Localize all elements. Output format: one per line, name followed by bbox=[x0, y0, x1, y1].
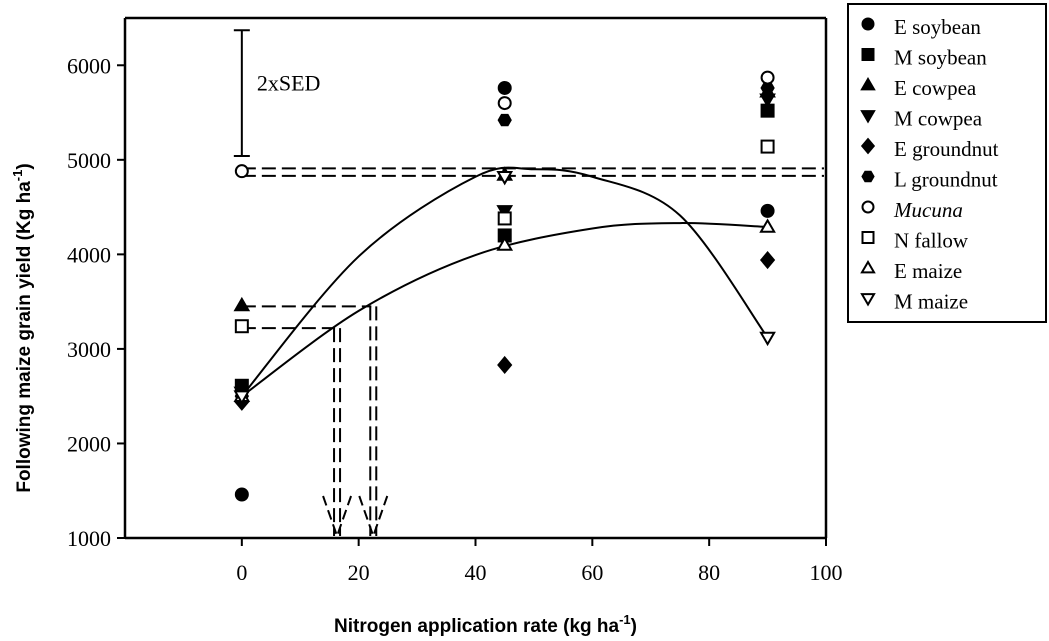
data-point bbox=[759, 93, 776, 108]
data-point bbox=[497, 96, 512, 111]
legend-label: E cowpea bbox=[894, 76, 977, 100]
x-axis: 0 20 40 60 80 100 bbox=[236, 538, 843, 585]
sed-error-bar: 2xSED bbox=[233, 29, 321, 158]
y-tick-label: 5000 bbox=[67, 148, 111, 173]
data-point bbox=[760, 203, 775, 218]
legend-label: E groundnut bbox=[894, 137, 999, 161]
data-point bbox=[234, 319, 249, 334]
data-points bbox=[233, 70, 776, 502]
data-point bbox=[497, 80, 512, 95]
data-point bbox=[759, 331, 776, 347]
legend-label: E soybean bbox=[894, 15, 981, 39]
legend-label: E maize bbox=[894, 259, 962, 283]
data-point bbox=[760, 70, 775, 85]
data-point bbox=[497, 355, 513, 375]
legend-marker bbox=[860, 110, 876, 124]
x-tick-label: 60 bbox=[581, 560, 603, 585]
x-tick-label: 40 bbox=[465, 560, 487, 585]
data-point bbox=[234, 487, 249, 502]
legend-label: N fallow bbox=[894, 229, 969, 253]
x-tick-label: 100 bbox=[810, 560, 843, 585]
data-point bbox=[759, 250, 776, 270]
legend-box bbox=[847, 3, 1047, 323]
legend-marker bbox=[860, 137, 876, 155]
x-tick-label: 80 bbox=[698, 560, 720, 585]
data-point bbox=[496, 236, 514, 251]
legend-marker bbox=[860, 76, 876, 91]
x-tick-label: 0 bbox=[236, 560, 247, 585]
data-point bbox=[233, 296, 251, 312]
y-tick-label: 6000 bbox=[67, 53, 111, 78]
x-tick-label: 20 bbox=[348, 560, 370, 585]
legend-marker bbox=[861, 170, 875, 183]
y-tick-label: 1000 bbox=[67, 526, 111, 551]
legend-marker bbox=[861, 231, 875, 244]
legend-label: M maize bbox=[894, 290, 968, 314]
legend-label: Mucuna bbox=[893, 198, 963, 222]
legend-label: L groundnut bbox=[894, 168, 998, 192]
data-point bbox=[497, 211, 512, 226]
y-axis: 1000 2000 3000 4000 5000 6000 bbox=[67, 53, 125, 551]
y-tick-label: 3000 bbox=[67, 337, 111, 362]
data-point bbox=[496, 171, 514, 186]
legend-marker bbox=[860, 293, 876, 307]
legend-label: M cowpea bbox=[894, 107, 983, 131]
y-axis-title: Following maize grain yield (Kg ha-1) bbox=[10, 163, 35, 492]
legend-label: M soybean bbox=[894, 46, 987, 70]
legend-marker bbox=[861, 48, 875, 61]
data-point bbox=[759, 218, 776, 233]
sed-label: 2xSED bbox=[257, 70, 321, 95]
data-point bbox=[760, 139, 775, 154]
y-tick-label: 2000 bbox=[67, 431, 111, 456]
legend: E soybean M soybean E cowpea M cowpea E grou… bbox=[847, 3, 1047, 323]
x-axis-title: Nitrogen application rate (kg ha-1) bbox=[334, 612, 637, 637]
y-tick-label: 4000 bbox=[67, 242, 111, 267]
legend-marker bbox=[861, 17, 875, 31]
legend-marker bbox=[861, 200, 875, 214]
data-point bbox=[233, 390, 251, 405]
data-point bbox=[234, 164, 249, 179]
data-point bbox=[497, 113, 512, 127]
legend-marker bbox=[860, 259, 876, 274]
